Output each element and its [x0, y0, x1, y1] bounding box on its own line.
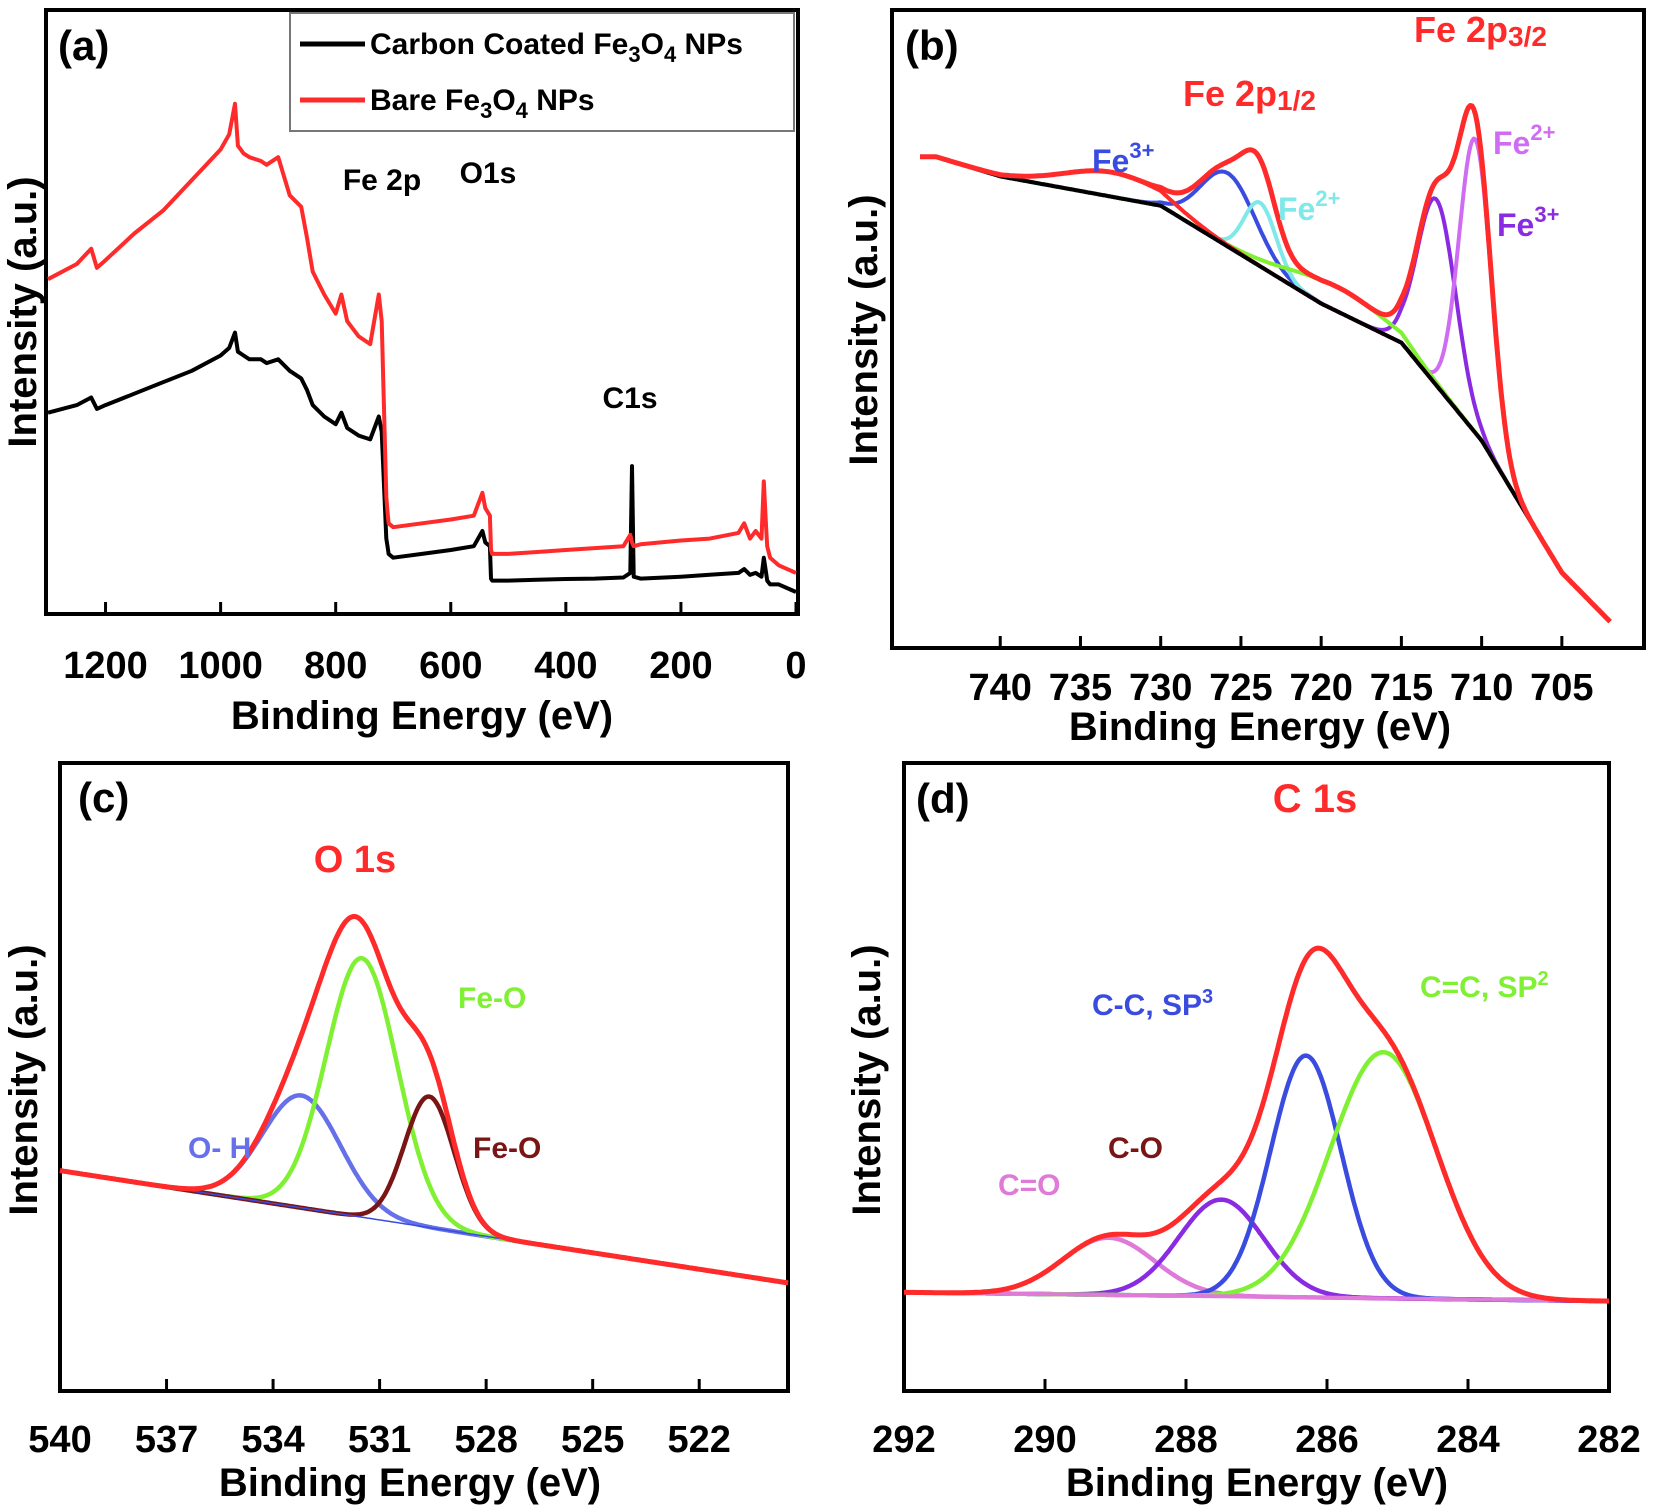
annotation-fe3plus-2p32: Fe3+ — [1497, 202, 1559, 243]
series-bare-line — [47, 101, 797, 575]
legend-box — [289, 12, 795, 132]
panel-a-x-axis-label: Binding Energy (eV) — [231, 694, 613, 738]
panel-c-y-axis-label: Intensity (a.u.) — [2, 944, 46, 1215]
panel-d-letter: (d) — [916, 775, 970, 822]
x-tick-label: 531 — [348, 1419, 411, 1461]
x-tick-label: 730 — [1129, 667, 1192, 709]
x-tick-label: 1200 — [63, 645, 148, 687]
x-tick-label: 534 — [241, 1419, 304, 1461]
panel-b-y-axis-label: Intensity (a.u.) — [842, 194, 886, 465]
x-tick-label: 400 — [534, 645, 597, 687]
x-tick-label: 720 — [1289, 667, 1352, 709]
panel-a-letter: (a) — [58, 22, 109, 69]
component-peak — [59, 955, 789, 1286]
annotation-o1s: O1s — [460, 157, 517, 190]
panel-b: 740 735 730 725 720 715 710 705 (b) Binding Ene… — [842, 8, 1646, 749]
panel-a-x-ticks: 1200 1000 800 600 400 200 0 — [63, 602, 807, 687]
annotation-fe-o-brown: Fe-O — [473, 1132, 541, 1165]
x-tick-label: 292 — [872, 1419, 935, 1461]
panel-d-x-axis-label: Binding Energy (eV) — [1066, 1461, 1448, 1505]
panel-a-legend: Carbon Coated Fe3O4 NPs Bare Fe3O4 NPs — [289, 12, 795, 132]
panel-d-frame — [902, 761, 1611, 1393]
x-tick-label: 600 — [419, 645, 482, 687]
x-tick-label: 288 — [1154, 1419, 1217, 1461]
annotation-fe2p32: Fe 2p3/2 — [1414, 9, 1547, 52]
x-tick-label: 286 — [1295, 1419, 1358, 1461]
panel-a-frame — [44, 8, 800, 616]
x-tick-label: 525 — [561, 1419, 624, 1461]
x-tick-label: 740 — [969, 667, 1032, 709]
panel-c-series — [59, 914, 789, 1286]
panel-a: 1200 1000 800 600 400 200 0 (a) Binding Energy… — [1, 8, 807, 738]
series-carbon-coated-line — [47, 330, 797, 594]
annotation-o-h: O- H — [188, 1132, 251, 1165]
panel-d-x-ticks: 292 290 288 286 284 282 — [872, 1379, 1641, 1461]
annotation-c1s-panel-d: C 1s — [1273, 777, 1358, 821]
annotation-fe2p: Fe 2p — [343, 164, 421, 197]
annotation-fe2p12: Fe 2p1/2 — [1183, 73, 1316, 116]
x-tick-label: 0 — [785, 645, 806, 687]
annotation-c-o: C-O — [1108, 1132, 1163, 1165]
annotation-fe2plus-2p12: Fe2+ — [1278, 186, 1340, 227]
x-tick-label: 705 — [1530, 667, 1593, 709]
x-tick-label: 800 — [304, 645, 367, 687]
panel-b-x-ticks: 740 735 730 725 720 715 710 705 — [969, 636, 1594, 709]
annotation-c-double-o: C=O — [998, 1169, 1061, 1202]
panel-a-series — [47, 101, 797, 594]
panel-d: 292 290 288 286 284 282 (d) Binding Energy (e… — [845, 761, 1641, 1505]
annotation-c-c-sp2: C=C, SP2 — [1420, 968, 1549, 1004]
panel-b-letter: (b) — [905, 22, 959, 69]
x-tick-label: 540 — [28, 1419, 91, 1461]
panel-c-frame — [58, 761, 790, 1393]
x-tick-label: 522 — [668, 1419, 731, 1461]
x-tick-label: 284 — [1436, 1419, 1499, 1461]
x-tick-label: 537 — [135, 1419, 198, 1461]
panel-c-x-ticks: 540 537 534 531 528 525 522 — [28, 1379, 731, 1461]
legend-label-bare: Bare Fe3O4 NPs — [370, 84, 595, 123]
annotation-c1s: C1s — [602, 382, 657, 415]
background-line — [904, 1290, 1609, 1304]
x-tick-label: 735 — [1049, 667, 1112, 709]
annotation-fe2plus-2p32: Fe2+ — [1493, 120, 1555, 161]
x-tick-label: 725 — [1209, 667, 1272, 709]
annotation-o1s-panel-c: O 1s — [314, 839, 396, 881]
x-tick-label: 290 — [1013, 1419, 1076, 1461]
panel-d-series — [903, 945, 1610, 1304]
panel-c: 540 537 534 531 528 525 522 (c) Binding Energy… — [2, 761, 790, 1505]
component-peak — [59, 1094, 789, 1286]
annotation-fe-o-green: Fe-O — [458, 982, 526, 1015]
legend-label-carbon-coated: Carbon Coated Fe3O4 NPs — [370, 28, 743, 67]
annotation-c-c-sp3: C-C, SP3 — [1092, 986, 1213, 1022]
panel-c-letter: (c) — [78, 774, 129, 821]
x-tick-label: 528 — [454, 1419, 517, 1461]
x-tick-label: 282 — [1577, 1419, 1640, 1461]
panel-d-y-axis-label: Intensity (a.u.) — [845, 944, 889, 1215]
panel-b-series — [919, 103, 1612, 624]
background-line — [920, 154, 1612, 623]
x-tick-label: 1000 — [178, 645, 263, 687]
panel-b-x-axis-label: Binding Energy (eV) — [1069, 705, 1451, 749]
annotation-fe3plus-2p12: Fe3+ — [1092, 138, 1154, 179]
panel-b-frame — [890, 8, 1646, 650]
x-tick-label: 715 — [1370, 667, 1433, 709]
envelope-line — [919, 103, 1612, 624]
envelope-line — [903, 945, 1610, 1304]
panel-c-x-axis-label: Binding Energy (eV) — [219, 1461, 601, 1505]
envelope-line — [59, 914, 789, 1286]
panel-a-y-axis-label: Intensity (a.u.) — [1, 176, 45, 447]
x-tick-label: 200 — [649, 645, 712, 687]
x-tick-label: 710 — [1450, 667, 1513, 709]
